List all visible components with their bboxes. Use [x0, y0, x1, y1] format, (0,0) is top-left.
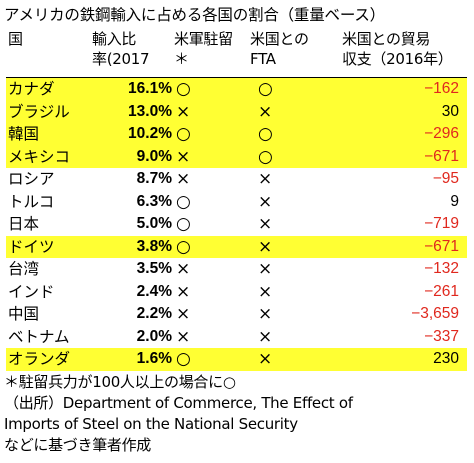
- troops-cell: ×: [176, 101, 191, 122]
- import-share-cell: 8.7%: [136, 170, 172, 187]
- fta-cell: ×: [258, 326, 273, 347]
- import-share-cell: 9.0%: [136, 147, 172, 165]
- table-row: 韓国 10.2% ○ ○ −296: [6, 123, 467, 146]
- table-row: ドイツ 3.8% ○ × −671: [6, 235, 467, 258]
- troops-cell: ○: [176, 79, 191, 99]
- troops-cell: ○: [176, 124, 191, 144]
- troops-cell: ○: [176, 191, 191, 212]
- country-cell: 日本: [8, 215, 40, 233]
- import-share-cell: 2.4%: [136, 282, 172, 300]
- footnotes: ＊駐留兵力が100人以上の場合に○ （出所）Department of Comm…: [4, 372, 472, 456]
- import-share-cell: 1.6%: [136, 350, 172, 367]
- footnote-troops: ＊駐留兵力が100人以上の場合に○: [4, 373, 236, 391]
- trade-balance-cell: 9: [450, 192, 459, 210]
- header-import-share: 輸入比 率(2017: [92, 30, 150, 68]
- import-share-cell: 2.0%: [136, 327, 172, 345]
- trade-balance-cell: −95: [432, 170, 459, 187]
- trade-balance-cell: −162: [424, 80, 459, 97]
- header-country: 国: [8, 30, 23, 48]
- trade-balance-cell: −296: [424, 125, 459, 142]
- fta-cell: ×: [258, 191, 273, 212]
- trade-balance-cell: −719: [424, 215, 459, 232]
- troops-cell: ○: [176, 349, 191, 369]
- trade-balance-cell: −671: [424, 147, 459, 165]
- header-trade-balance: 米国との貿易 収支（2016年）: [342, 30, 453, 68]
- import-share-cell: 10.2%: [128, 125, 172, 142]
- fta-cell: ○: [258, 124, 273, 144]
- header-us-troops: 米軍駐留 ＊: [174, 30, 233, 68]
- fta-cell: ×: [258, 259, 273, 279]
- table-row: 日本 5.0% ○ × −719: [6, 213, 467, 236]
- trade-balance-cell: −671: [424, 237, 459, 255]
- fta-cell: ×: [258, 349, 273, 369]
- import-share-cell: 3.8%: [136, 237, 172, 255]
- table-header: 国 輸入比 率(2017 米軍駐留 ＊ 米国との FTA 米国との貿易 収支（2…: [6, 29, 467, 78]
- footnote-author: などに基づき筆者作成: [4, 436, 152, 454]
- troops-cell: ○: [176, 236, 191, 257]
- troops-cell: ×: [176, 304, 191, 324]
- trade-balance-cell: −337: [424, 327, 459, 345]
- fta-cell: ○: [258, 146, 273, 167]
- import-share-cell: 2.2%: [136, 305, 172, 322]
- table-row: トルコ 6.3% ○ × 9: [6, 191, 467, 214]
- trade-balance-cell: 30: [441, 102, 459, 120]
- country-cell: ブラジル: [8, 102, 70, 121]
- steel-import-table: 国 輸入比 率(2017 米軍駐留 ＊ 米国との FTA 米国との貿易 収支（2…: [6, 29, 467, 371]
- troops-cell: ×: [176, 169, 191, 189]
- table-row: ベトナム 2.0% × × −337: [6, 326, 467, 349]
- import-share-cell: 3.5%: [136, 260, 172, 277]
- country-cell: カナダ: [8, 80, 55, 98]
- country-cell: ドイツ: [8, 237, 55, 256]
- fta-cell: ×: [258, 169, 273, 189]
- footnote-source-title: Imports of Steel on the National Securit…: [4, 415, 298, 433]
- trade-balance-cell: 230: [433, 350, 459, 367]
- footnote-source: （出所）Department of Commerce, The Effect o…: [4, 394, 353, 412]
- troops-cell: ○: [176, 214, 191, 234]
- country-cell: メキシコ: [8, 147, 71, 166]
- import-share-cell: 6.3%: [136, 192, 172, 210]
- trade-balance-cell: −261: [424, 282, 459, 300]
- country-cell: 中国: [8, 305, 40, 323]
- fta-cell: ×: [258, 281, 273, 302]
- table-row: ロシア 8.7% × × −95: [6, 168, 467, 191]
- country-cell: 韓国: [8, 125, 40, 143]
- fta-cell: ×: [258, 101, 273, 122]
- table-row: 中国 2.2% × × −3,659: [6, 303, 467, 326]
- import-share-cell: 16.1%: [128, 80, 172, 97]
- table-body: カナダ 16.1% ○ ○ −162 ブラジル 13.0% × × 30 韓国 10.2% ○ ○ −296…: [6, 78, 467, 371]
- table-title: アメリカの鉄鋼輸入に占める各国の割合（重量ベース）: [4, 6, 385, 24]
- table-row: 台湾 3.5% × × −132: [6, 258, 467, 281]
- troops-cell: ×: [176, 326, 191, 347]
- country-cell: 台湾: [8, 260, 40, 278]
- troops-cell: ×: [176, 259, 191, 279]
- table-row: オランダ 1.6% ○ × 230: [6, 348, 467, 371]
- country-cell: インド: [8, 282, 55, 301]
- fta-cell: ×: [258, 236, 273, 257]
- troops-cell: ×: [176, 281, 191, 302]
- country-cell: ロシア: [8, 170, 55, 188]
- table-row: インド 2.4% × × −261: [6, 281, 467, 304]
- trade-balance-cell: −3,659: [411, 305, 459, 322]
- import-share-cell: 5.0%: [136, 215, 172, 232]
- header-fta: 米国との FTA: [250, 30, 309, 68]
- country-cell: トルコ: [8, 192, 55, 211]
- table-row: メキシコ 9.0% × ○ −671: [6, 145, 467, 168]
- fta-cell: ×: [258, 304, 273, 324]
- fta-cell: ×: [258, 214, 273, 234]
- country-cell: オランダ: [8, 350, 71, 368]
- country-cell: ベトナム: [8, 327, 70, 346]
- import-share-cell: 13.0%: [128, 102, 172, 120]
- table-row: カナダ 16.1% ○ ○ −162: [6, 78, 467, 101]
- fta-cell: ○: [258, 79, 273, 99]
- table-row: ブラジル 13.0% × × 30: [6, 100, 467, 123]
- troops-cell: ×: [176, 146, 191, 167]
- trade-balance-cell: −132: [424, 260, 459, 277]
